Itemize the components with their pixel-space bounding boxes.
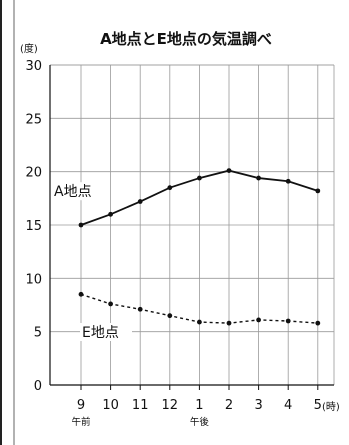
- grid-lines: [50, 64, 335, 385]
- y-tick-label: 25: [25, 112, 42, 127]
- data-point-e: [78, 291, 84, 297]
- data-point-e: [137, 306, 143, 312]
- series-label-bg: [52, 182, 104, 201]
- x-tick-label: 12: [162, 398, 179, 413]
- data-point-a: [137, 199, 143, 204]
- y-tick-label: 20: [25, 166, 42, 181]
- x-axis-unit-label: (時): [322, 401, 340, 413]
- data-point-e: [108, 301, 113, 307]
- period-label: 午後: [190, 416, 210, 428]
- data-point-e: [226, 320, 232, 326]
- x-tick-label: 9: [77, 398, 85, 413]
- series-label-a: A地点: [54, 184, 92, 200]
- y-tick-label: 0: [34, 379, 42, 394]
- data-point-e: [285, 318, 291, 324]
- data-point-a: [197, 175, 202, 181]
- chart-title: A地点とE地点の気温調べ: [100, 30, 272, 48]
- x-tick-label: 11: [132, 398, 149, 413]
- data-point-e: [315, 320, 321, 326]
- x-tick-label: 10: [102, 398, 119, 413]
- y-tick-label: 30: [25, 59, 42, 74]
- x-tick-label: 1: [195, 398, 203, 413]
- x-tick-label: 3: [254, 398, 262, 413]
- series-label-e: E地点: [82, 325, 119, 341]
- data-point-a: [108, 211, 113, 217]
- series-labels: A地点 E地点: [52, 182, 132, 341]
- period-labels: 午前 午後: [71, 416, 209, 428]
- x-tick-labels: 9 10 11 12 1 2 3 4 5: [77, 398, 322, 413]
- y-axis-unit-label: (度): [20, 42, 38, 55]
- x-tick-label: 4: [284, 398, 292, 413]
- data-point-e: [197, 319, 202, 325]
- data-point-a: [167, 185, 173, 191]
- data-point-e: [256, 317, 261, 323]
- y-tick-label: 15: [25, 219, 42, 234]
- data-point-a: [78, 222, 84, 228]
- y-tick-label: 5: [34, 326, 42, 341]
- data-point-a: [256, 175, 261, 181]
- data-point-a: [226, 168, 232, 174]
- axes: [49, 65, 334, 390]
- period-label: 午前: [71, 416, 90, 428]
- series-lines: [78, 168, 321, 326]
- data-point-a: [315, 188, 321, 194]
- data-point-e: [167, 313, 173, 319]
- data-point-a: [285, 178, 291, 184]
- y-tick-label: 10: [25, 272, 42, 287]
- y-tick-labels: 0 5 10 15 20 25 30: [25, 59, 42, 394]
- x-tick-label: 2: [225, 398, 233, 413]
- series-label-bg: [80, 323, 132, 341]
- x-tick-label: 5: [314, 398, 322, 413]
